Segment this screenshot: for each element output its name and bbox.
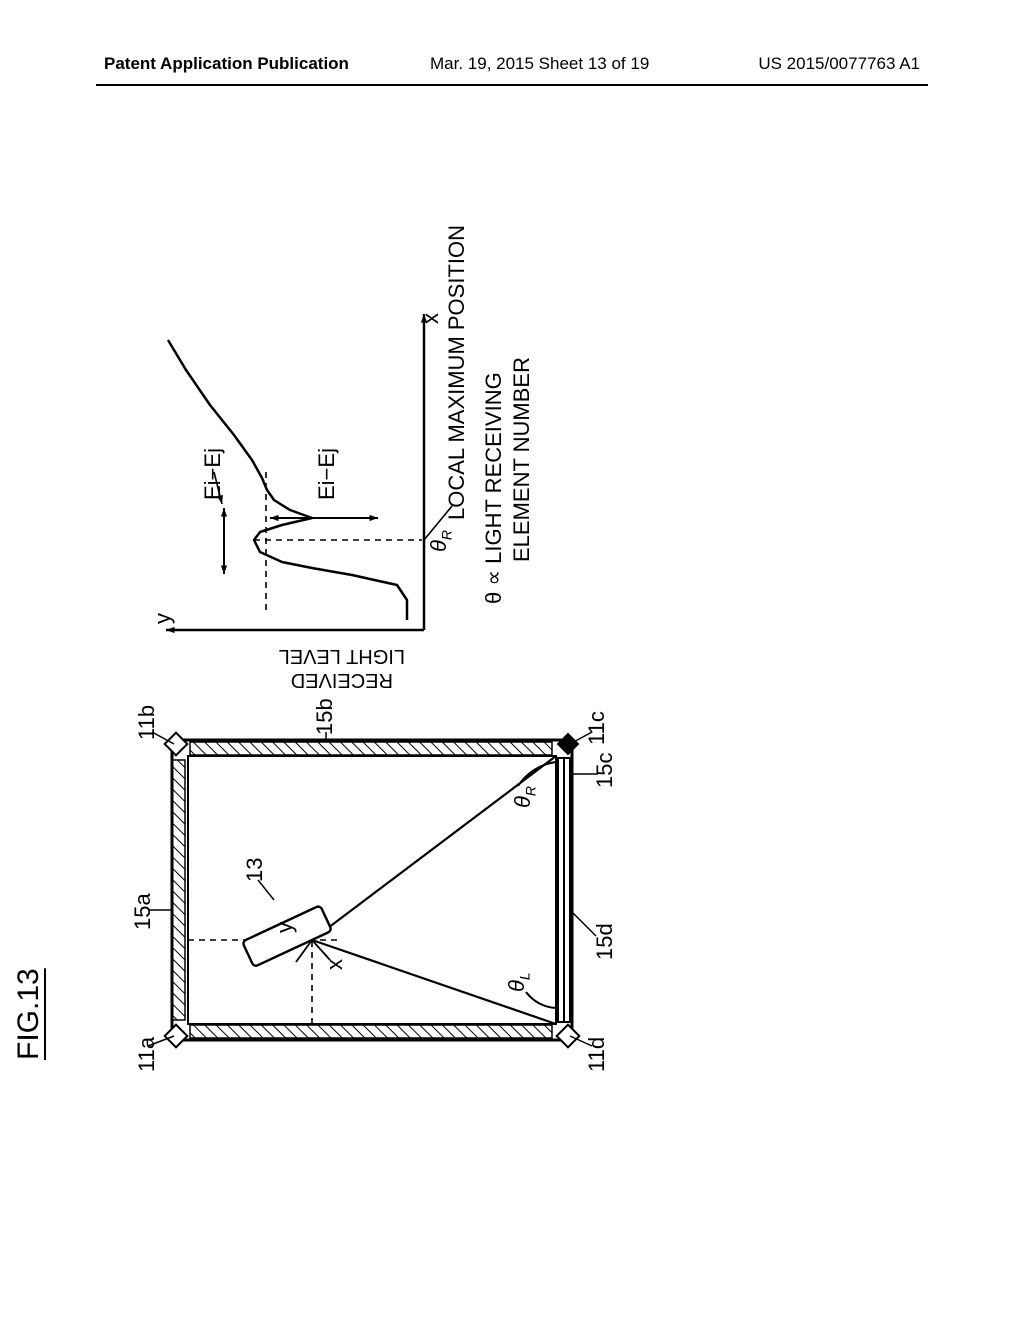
- y-arrow-label: y: [150, 613, 176, 624]
- coord-y: y: [272, 922, 298, 933]
- ej-mid: Ei−Ej: [314, 448, 340, 500]
- header-docnum: US 2015/0077763 A1: [758, 54, 920, 74]
- lead-11a: 11a: [134, 1037, 160, 1072]
- lead-11c: 11c: [584, 711, 610, 745]
- chart-svg: [162, 290, 602, 670]
- header-rule: [96, 84, 928, 86]
- header-date-sheet: Mar. 19, 2015 Sheet 13 of 19: [430, 54, 649, 74]
- lead-15c: 15c: [592, 753, 618, 788]
- header-publication: Patent Application Publication: [104, 54, 349, 74]
- lead-13: 13: [242, 858, 268, 882]
- theta-r: θR: [510, 786, 538, 808]
- x-arrow-label: x: [418, 313, 444, 324]
- lead-15a: 15a: [130, 893, 156, 930]
- x-axis-label: θ ∝ LIGHT RECEIVING ELEMENT NUMBER: [480, 357, 535, 604]
- coord-x: x: [322, 959, 348, 970]
- lead-11b: 11b: [134, 705, 160, 740]
- ej-top: Ei−Ej: [200, 448, 226, 500]
- figure-wrapper: FIG.13 11a 15a 11b 15b 11d 15d 11c 15c 1…: [2, 280, 1022, 1100]
- light-level-chart: RECEIVED LIGHT LEVEL y x Ei−Ej Ei−Ej LOC…: [162, 290, 602, 670]
- touch-panel-diagram: 11a 15a 11b 15b 11d 15d 11c 15c 13 x y θ…: [112, 700, 612, 1080]
- page-header: Patent Application Publication Mar. 19, …: [0, 48, 1024, 88]
- x-theta-r: θR: [426, 530, 454, 552]
- local-max-label: LOCAL MAXIMUM POSITION: [444, 225, 470, 520]
- figure-title: FIG.13: [12, 968, 46, 1060]
- y-axis-label: RECEIVED LIGHT LEVEL: [262, 644, 422, 692]
- lead-11d: 11d: [584, 1037, 610, 1072]
- page: Patent Application Publication Mar. 19, …: [0, 0, 1024, 1320]
- lead-15b: 15b: [312, 698, 338, 735]
- lead-15d: 15d: [592, 923, 618, 960]
- diagram-svg: [112, 700, 632, 1080]
- theta-l: θL: [504, 972, 532, 992]
